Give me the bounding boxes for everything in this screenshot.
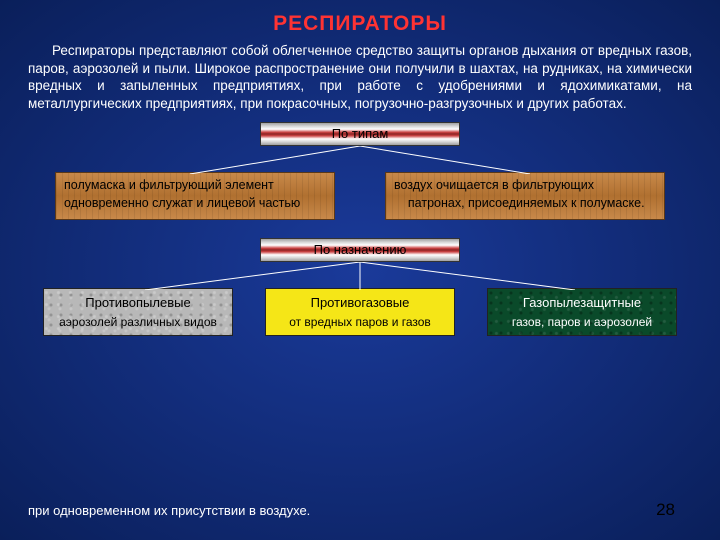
intro-paragraph: Респираторы представляют собой облегченн… [0, 36, 720, 122]
purpose-title: Противогазовые [270, 293, 450, 313]
footer-note: при одновременном их присутствии в возду… [28, 503, 310, 518]
types-row: полумаска и фильтрующий элемент одноврем… [0, 172, 720, 220]
purpose-connectors [10, 262, 710, 290]
purpose-box-dust: Противопылевые аэрозолей различных видов [43, 288, 233, 336]
page-title: РЕСПИРАТОРЫ [0, 0, 720, 36]
purpose-title: Газопылезащитные [492, 293, 672, 313]
purpose-row: Противопылевые аэрозолей различных видов… [0, 288, 720, 336]
types-connectors [10, 146, 710, 174]
purpose-sub: газов, паров и аэрозолей [492, 313, 672, 331]
purpose-box-combined: Газопылезащитные газов, паров и аэрозоле… [487, 288, 677, 336]
type-box-right: воздух очищается в фильтрующих патронах,… [385, 172, 665, 220]
purpose-sub: аэрозолей различных видов [48, 313, 228, 331]
purpose-box-gas: Противогазовые от вредных паров и газов [265, 288, 455, 336]
types-header: По типам [260, 122, 460, 146]
purpose-title: Противопылевые [48, 293, 228, 313]
page-number: 28 [656, 500, 675, 520]
purpose-sub: от вредных паров и газов [270, 313, 450, 331]
purpose-header: По назначению [260, 238, 460, 262]
type-box-left: полумаска и фильтрующий элемент одноврем… [55, 172, 335, 220]
